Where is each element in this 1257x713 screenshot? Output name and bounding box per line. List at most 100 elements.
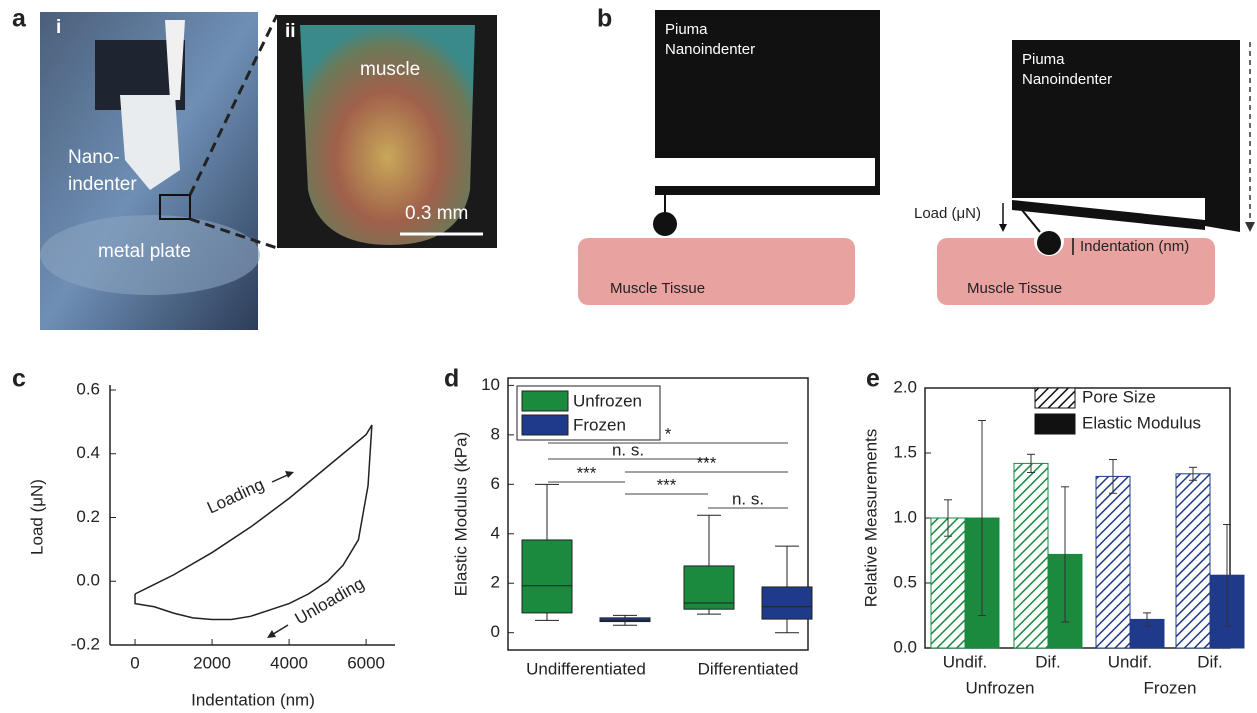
instrument-shape bbox=[120, 95, 180, 190]
x-tick-label: 4000 bbox=[270, 653, 308, 672]
annotation: Loading bbox=[204, 475, 267, 518]
photo-label: metal plate bbox=[98, 241, 191, 262]
notch bbox=[655, 158, 845, 186]
significance-label: n. s. bbox=[732, 489, 764, 508]
legend-label: Pore Size bbox=[1082, 387, 1156, 406]
instrument-label: Nanoindenter bbox=[665, 41, 755, 58]
muscle-image bbox=[300, 25, 475, 245]
x-tick-label: Differentiated bbox=[698, 659, 799, 678]
bar bbox=[1175, 473, 1211, 649]
panel-b: Piuma Nanoindenter Muscle Tissue Piuma N… bbox=[578, 10, 1255, 305]
box bbox=[683, 565, 735, 610]
panel-label: a bbox=[12, 5, 27, 33]
instrument-block bbox=[1012, 40, 1240, 232]
y-tick-label: 6 bbox=[491, 474, 500, 493]
y-tick-label: 4 bbox=[491, 523, 500, 542]
arrow-head bbox=[1245, 222, 1255, 232]
box bbox=[761, 586, 813, 620]
y-tick-label: 1.5 bbox=[893, 442, 917, 461]
plot-frame bbox=[507, 377, 809, 651]
y-tick-label: 0.4 bbox=[76, 443, 100, 462]
bar bbox=[1013, 462, 1049, 649]
tissue-label: Muscle Tissue bbox=[967, 280, 1062, 297]
load-label: Load (μN) bbox=[914, 205, 981, 222]
panel-a: i Nano- indenter metal plate ii muscle 0… bbox=[40, 12, 497, 330]
group-label: Frozen bbox=[1144, 678, 1197, 697]
probe-tip bbox=[1037, 231, 1061, 255]
legend-swatch bbox=[1034, 413, 1076, 435]
y-tick-label: 10 bbox=[481, 375, 500, 394]
instrument-label: Nanoindenter bbox=[1022, 71, 1112, 88]
legend-swatch bbox=[521, 414, 569, 436]
x-tick-label: Undifferentiated bbox=[526, 659, 646, 678]
panel-label: c bbox=[12, 365, 26, 393]
x-tick-label: Dif. bbox=[1197, 652, 1223, 671]
significance-label: *** bbox=[657, 475, 677, 494]
y-tick-label: 8 bbox=[491, 424, 500, 443]
arrow-head bbox=[267, 630, 276, 638]
significance-label: *** bbox=[577, 463, 597, 482]
y-tick-label: 0.5 bbox=[893, 572, 917, 591]
photo-label: muscle bbox=[360, 59, 420, 80]
y-tick-label: 2.0 bbox=[893, 377, 917, 396]
photo-label: indenter bbox=[68, 174, 137, 195]
legend-swatch bbox=[1034, 387, 1076, 409]
y-axis-label: Relative Measurements bbox=[861, 429, 880, 608]
significance-label: *** bbox=[697, 453, 717, 472]
legend-label: Unfrozen bbox=[573, 391, 642, 410]
significance-label: n. s. bbox=[612, 440, 644, 459]
bar bbox=[1095, 475, 1131, 649]
bar bbox=[930, 517, 966, 649]
y-axis-label: Load (μN) bbox=[27, 479, 46, 555]
probe-tip bbox=[653, 212, 677, 236]
photo-label: Nano- bbox=[68, 147, 120, 168]
box bbox=[599, 617, 651, 623]
notch bbox=[845, 158, 875, 186]
x-tick-label: 0 bbox=[130, 653, 139, 672]
x-tick-label: Undif. bbox=[943, 652, 987, 671]
tissue bbox=[937, 238, 1215, 305]
instrument-label: Piuma bbox=[665, 21, 708, 38]
legend-swatch bbox=[521, 390, 569, 412]
y-tick-label: -0.2 bbox=[71, 634, 100, 653]
annotation: Unloading bbox=[292, 574, 368, 629]
instrument-label: Piuma bbox=[1022, 51, 1065, 68]
y-axis-label: Elastic Modulus (kPa) bbox=[451, 432, 470, 596]
arrow-head bbox=[285, 471, 294, 478]
box bbox=[521, 539, 573, 614]
x-tick-label: Dif. bbox=[1035, 652, 1061, 671]
load-curve bbox=[134, 424, 373, 621]
tissue bbox=[578, 238, 855, 305]
y-tick-label: 0.0 bbox=[893, 637, 917, 656]
zoom-box bbox=[159, 194, 191, 220]
x-tick-label: Undif. bbox=[1108, 652, 1152, 671]
y-tick-label: 2 bbox=[491, 573, 500, 592]
probe bbox=[1021, 209, 1041, 233]
instrument-shape bbox=[165, 20, 185, 100]
zoom-line bbox=[188, 14, 279, 196]
y-tick-label: 0.2 bbox=[76, 507, 100, 526]
legend-label: Elastic Modulus bbox=[1082, 413, 1201, 432]
x-axis-label: Indentation (nm) bbox=[191, 690, 315, 709]
group-label: Unfrozen bbox=[966, 678, 1035, 697]
y-tick-label: 0 bbox=[491, 622, 500, 641]
arrow-head bbox=[999, 224, 1007, 232]
cantilever bbox=[655, 186, 880, 194]
y-tick-label: 0.0 bbox=[76, 571, 100, 590]
x-tick-label: 6000 bbox=[347, 653, 385, 672]
inset-label: i bbox=[56, 17, 61, 38]
y-tick-label: 1.0 bbox=[893, 507, 917, 526]
plate-shape bbox=[40, 215, 260, 295]
cantilever bbox=[1012, 200, 1205, 230]
panel-label: d bbox=[444, 365, 459, 393]
y-tick-label: 0.6 bbox=[76, 379, 100, 398]
tissue-label: Muscle Tissue bbox=[610, 280, 705, 297]
panel-label: b bbox=[597, 5, 612, 33]
legend-label: Frozen bbox=[573, 415, 626, 434]
significance-label: * bbox=[665, 424, 672, 443]
panel-label: e bbox=[866, 365, 880, 393]
scale-label: 0.3 mm bbox=[405, 203, 468, 224]
x-tick-label: 2000 bbox=[193, 653, 231, 672]
